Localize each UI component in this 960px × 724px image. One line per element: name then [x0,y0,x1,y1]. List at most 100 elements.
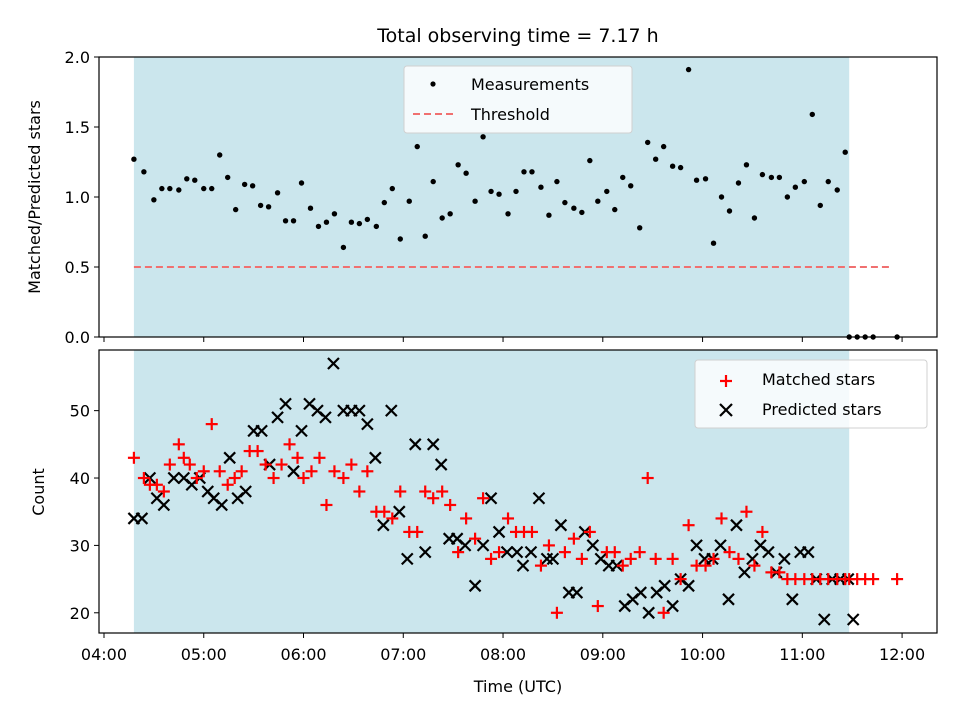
matched-star-point [502,512,515,525]
measurement-point [809,111,815,118]
matched-star-point [172,438,185,451]
predicted-star-point [327,357,340,370]
measurement-point [612,206,618,213]
matched-star-point [534,559,547,572]
measurement-point [257,202,264,209]
matched-star-point [267,472,280,485]
predicted-star-point [484,491,498,505]
measurement-point [660,143,667,150]
predicted-star-point [385,404,398,417]
measurement-point [792,184,799,190]
measurement-point [307,205,314,211]
measurement-point [669,163,676,169]
x-tick-label: 05:00 [181,645,227,664]
predicted-star-point [762,545,775,559]
measurement-point [323,219,330,225]
measurement-point [167,185,173,192]
matched-star-point [305,465,318,478]
measurement-points [131,66,900,340]
predicted-star-point [476,539,490,552]
measurement-point [702,176,709,182]
matched-star-point [682,519,695,532]
measurement-point [192,177,198,183]
matched-star-point [328,465,341,478]
matched-star-point [353,485,366,498]
bottom-legend-box [694,359,928,429]
measurement-point [488,188,494,195]
figure-title: Total observing time = 7.17 h [376,25,658,47]
predicted-star-point [746,552,759,566]
measurement-point [217,152,223,158]
matched-star-point [641,472,654,485]
bottom-legend: Matched stars Predicted stars [694,359,928,429]
matched-star-point [583,525,596,538]
legend-measurements-label: Measurements [471,75,589,94]
measurement-point [825,178,831,185]
measurement-point [430,178,436,185]
measurement-point [131,156,137,162]
predicted-star-point [319,411,332,424]
matched-star-point [674,573,687,586]
predicted-star-point [714,539,727,552]
predicted-star-point [817,613,831,626]
measurement-point [348,219,355,225]
matched-star-point [419,485,432,498]
matched-star-point [624,552,637,565]
measurement-point [842,149,848,155]
matched-star-point [715,512,728,525]
predicted-star-point [361,417,374,431]
measurement-point [406,198,412,204]
predicted-star-point [634,586,647,599]
x-tick-label: 10:00 [680,645,726,664]
predicted-star-point [157,498,171,512]
measurement-point [710,240,717,246]
measurement-point [538,184,544,190]
predicted-star-point [586,539,600,552]
matched-star-point [444,498,457,511]
matched-star-point [591,600,604,613]
matched-star-point [275,458,288,471]
measurement-point [496,191,502,197]
matched-star-point [297,472,310,485]
measurement-point [521,169,527,175]
matched-star-point [485,552,498,565]
predicted-star-point [516,559,530,572]
predicted-star-point [738,566,751,579]
measurement-point [414,143,420,150]
measurement-point [463,170,469,176]
measurement-point [718,194,725,200]
predicted-star-point [287,465,300,478]
predicted-star-point [295,424,308,438]
predicted-star-point [802,545,815,559]
measurement-point [784,194,791,200]
matched-star-point [748,559,761,572]
measurement-point [224,174,231,181]
measurement-point [201,185,207,192]
top-panel: 0.00.51.01.52.0 Matched/Predicted stars … [25,48,938,347]
matched-star-point [361,465,374,478]
legend-matched-label: Matched stars [762,370,875,389]
predicted-star-point [434,458,448,471]
measurement-point [209,185,215,192]
predicted-star-point [786,593,799,606]
measurement-point [604,188,610,195]
predicted-star-point [690,539,703,552]
matched-star-point [732,552,745,565]
matched-star-point [235,465,248,478]
matched-star-point [542,539,555,552]
predicted-star-point [682,579,695,593]
measurement-point [331,211,338,217]
predicted-star-point [223,451,236,465]
measurement-point [759,171,766,178]
top-y-tick-label: 0.0 [65,328,90,347]
predicted-star-point [532,491,546,505]
matched-star-point [550,606,563,619]
measurement-point [735,180,742,186]
matched-star-point [773,566,786,579]
measurement-point [776,174,783,181]
measurement-point [768,174,775,181]
matched-star-point [666,552,679,565]
measurement-point [439,215,445,221]
x-tick-label: 12:00 [879,645,925,664]
matched-star-point [337,472,350,485]
